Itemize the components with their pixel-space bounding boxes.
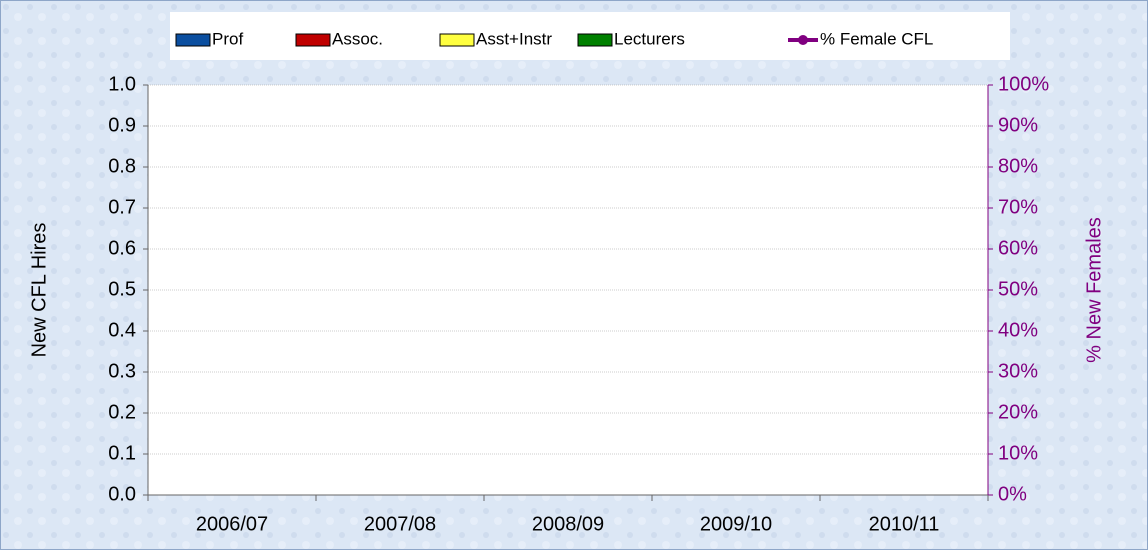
y2-tick-label: 50% (998, 278, 1038, 300)
y-tick-label: 0.2 (108, 401, 136, 423)
y-tick-label: 0.1 (108, 442, 136, 464)
x-tick-label: 2006/07 (196, 513, 268, 535)
y-tick-label: 0.5 (108, 278, 136, 300)
x-tick-label: 2007/08 (364, 513, 436, 535)
legend-label: % Female CFL (820, 29, 933, 48)
legend-label: Prof (212, 29, 243, 48)
y-tick-label: 0.9 (108, 114, 136, 136)
legend-swatch (439, 33, 475, 47)
legend-swatch (577, 33, 613, 47)
y2-tick-label: 0% (998, 483, 1027, 505)
y2-tick-label: 10% (998, 442, 1038, 464)
legend-swatch (295, 33, 331, 47)
x-tick-label: 2009/10 (700, 513, 772, 535)
y2-tick-label: 100% (998, 73, 1049, 95)
legend-label: Lecturers (614, 29, 685, 48)
y-tick-label: 0.7 (108, 196, 136, 218)
x-tick-label: 2010/11 (869, 513, 940, 535)
legend-marker (798, 35, 808, 45)
y-tick-label: 0.6 (108, 237, 136, 259)
y2-tick-label: 70% (998, 196, 1038, 218)
y2-tick-label: 80% (998, 155, 1038, 177)
y-axis-label: New CFL Hires (28, 223, 50, 358)
y2-tick-label: 90% (998, 114, 1038, 136)
y-tick-label: 1.0 (108, 73, 136, 95)
y2-axis-label: % New Females (1083, 217, 1105, 363)
y-tick-label: 0.8 (108, 155, 136, 177)
y-tick-label: 0.0 (108, 483, 136, 505)
legend-swatch (175, 33, 211, 47)
legend-label: Assoc. (332, 29, 383, 48)
y2-tick-label: 30% (998, 360, 1038, 382)
legend-label: Asst+Instr (476, 29, 552, 48)
y-tick-label: 0.3 (108, 360, 136, 382)
y2-tick-label: 60% (998, 237, 1038, 259)
y2-tick-label: 40% (998, 319, 1038, 341)
y-tick-label: 0.4 (108, 319, 136, 341)
y2-tick-label: 20% (998, 401, 1038, 423)
x-tick-label: 2008/09 (532, 513, 604, 535)
